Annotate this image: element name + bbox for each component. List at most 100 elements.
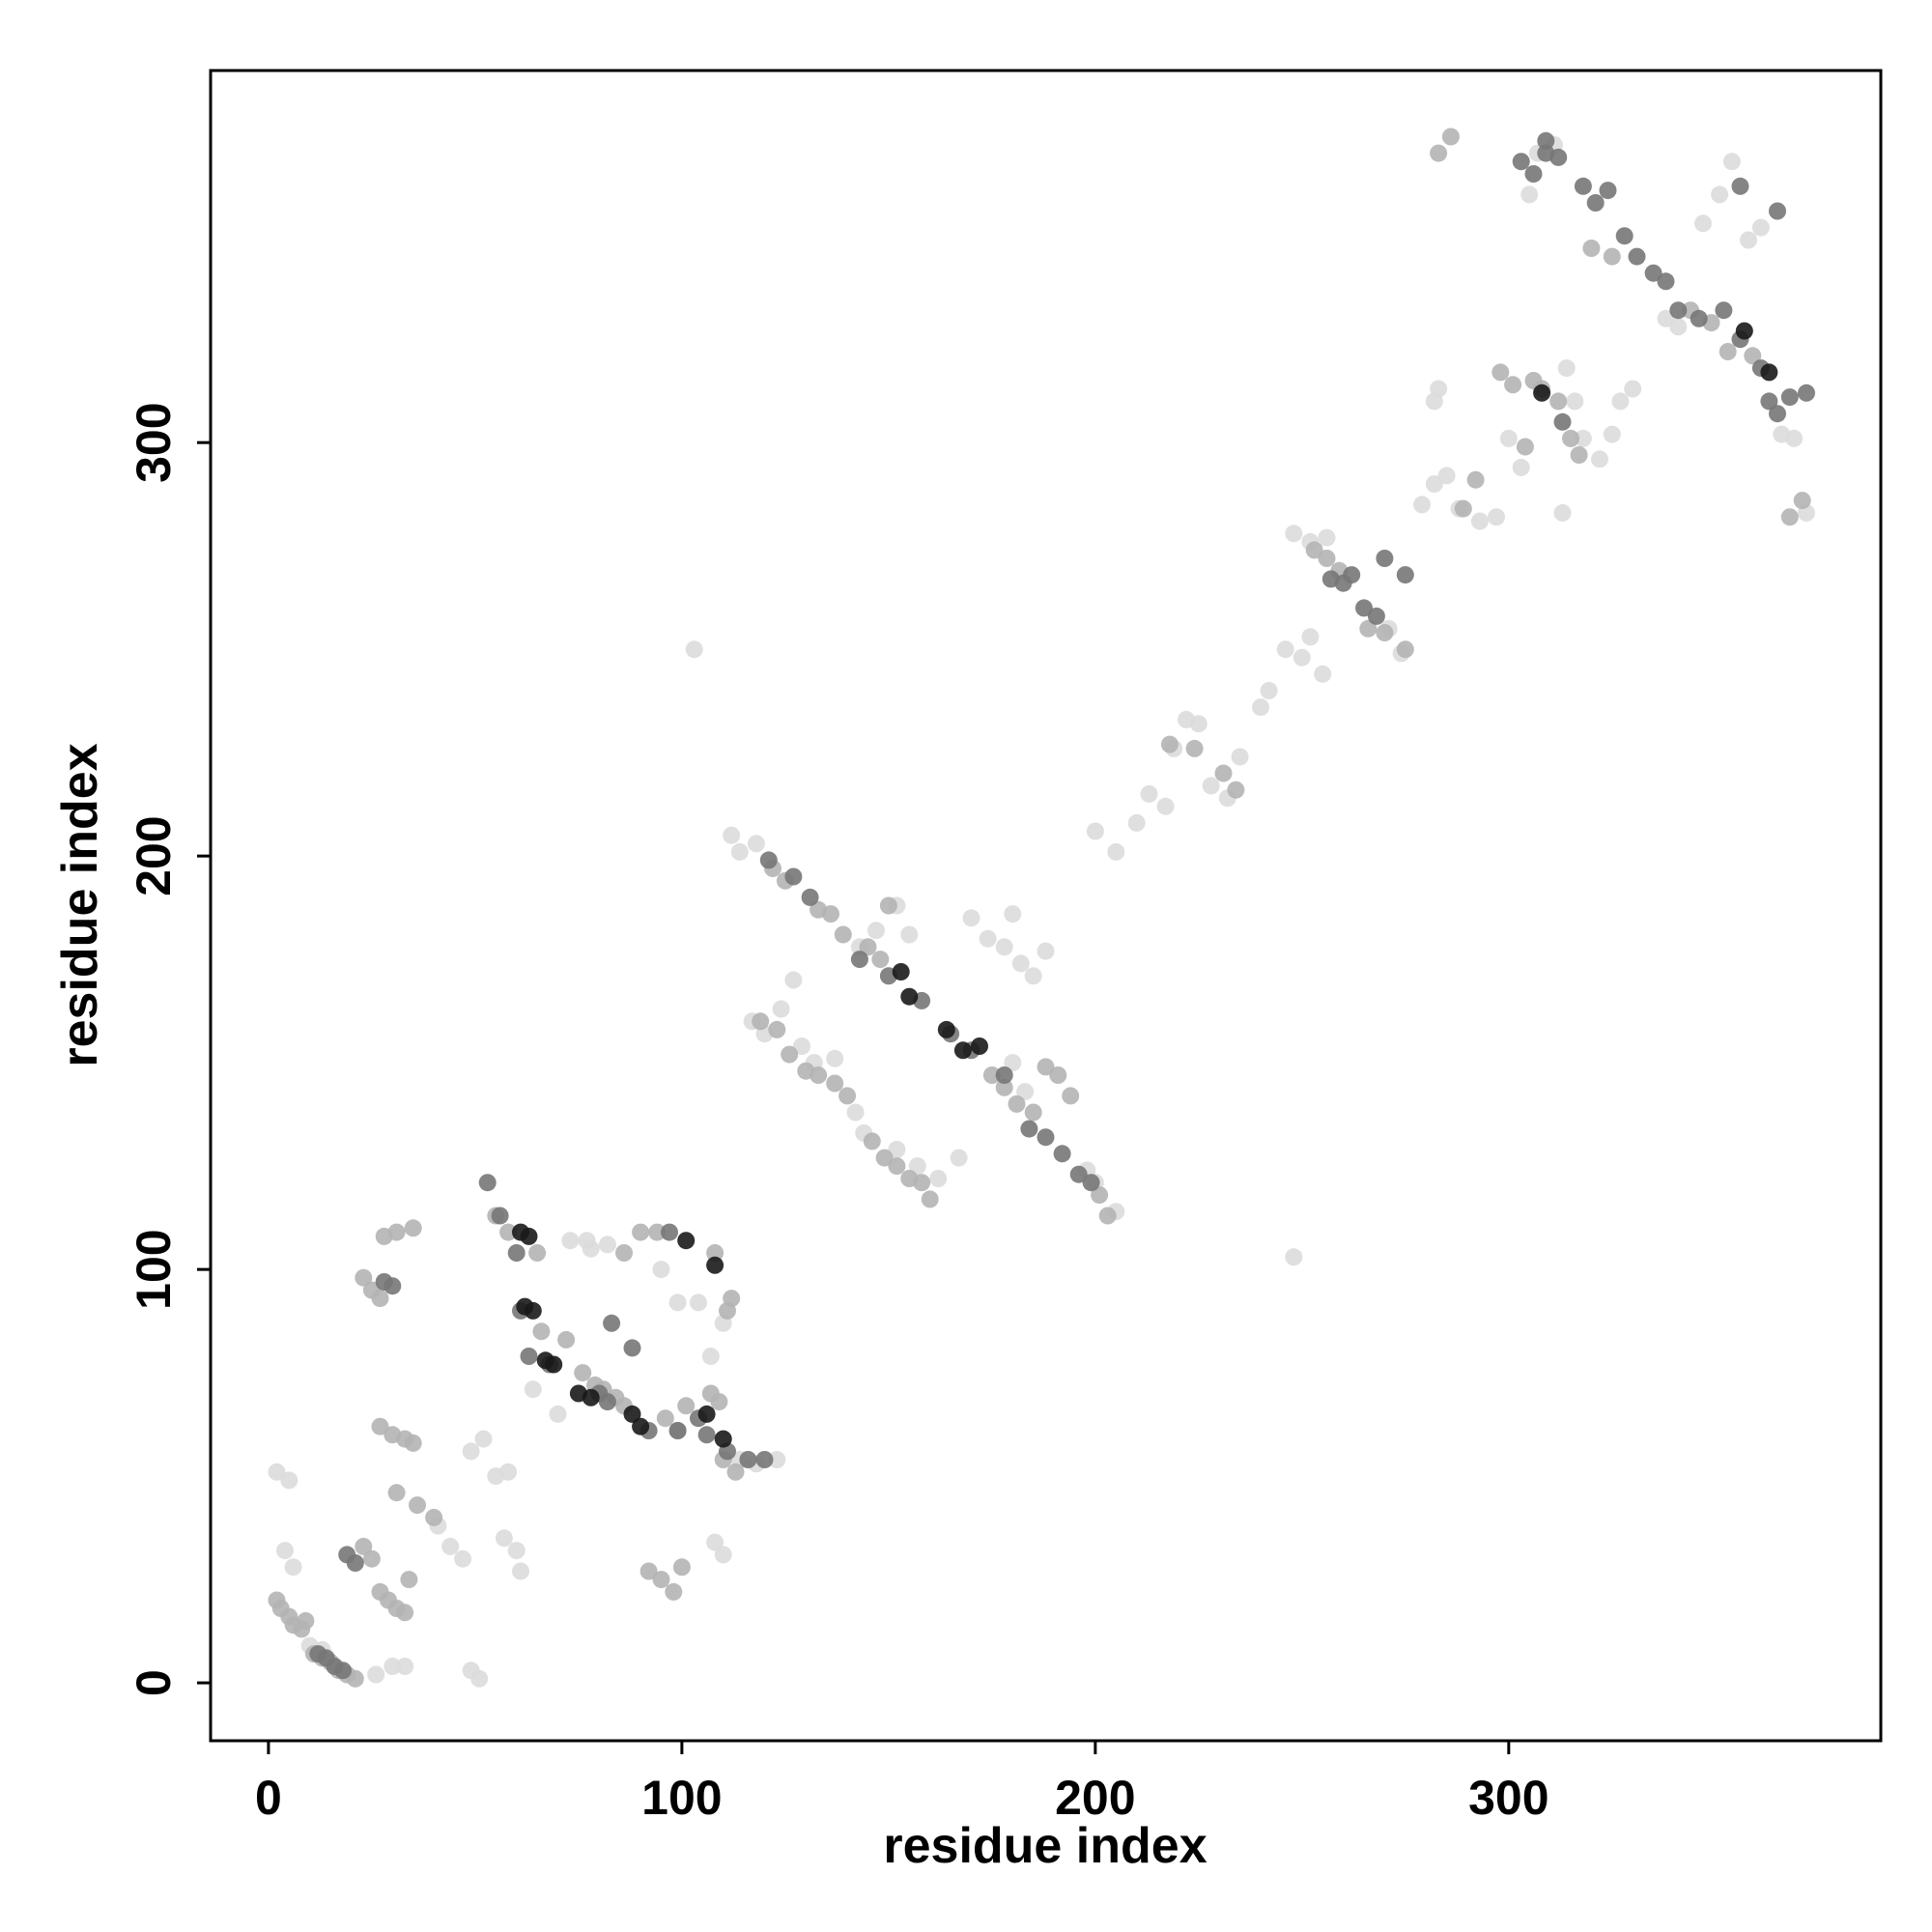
data-point [478, 1174, 497, 1192]
data-point [784, 971, 803, 989]
data-point [371, 1290, 389, 1308]
data-point [892, 963, 910, 980]
data-point [454, 1549, 472, 1568]
data-point [520, 1227, 538, 1245]
data-point [1227, 781, 1245, 799]
x-tick-label: 300 [1468, 1771, 1548, 1825]
data-point [1492, 363, 1510, 382]
data-point [1396, 566, 1414, 584]
data-point [1082, 1174, 1100, 1192]
data-point [1785, 429, 1804, 447]
data-point [355, 1268, 373, 1287]
data-point [520, 1348, 538, 1365]
data-point [1396, 640, 1414, 659]
data-point [623, 1405, 641, 1423]
data-point [1441, 128, 1460, 146]
data-point [921, 1190, 939, 1208]
data-point [499, 1223, 518, 1241]
data-point [1037, 942, 1055, 960]
data-point [859, 938, 877, 956]
data-point [1430, 144, 1448, 162]
data-point [661, 1223, 678, 1241]
data-point [1318, 550, 1336, 567]
data-point [1557, 359, 1576, 378]
data-point [719, 1301, 736, 1320]
data-point [404, 1219, 422, 1237]
data-point [950, 1149, 968, 1167]
data-point [1624, 380, 1642, 398]
data-point [387, 1484, 406, 1502]
data-point [871, 951, 890, 969]
data-point [474, 1430, 493, 1448]
data-point [1214, 764, 1233, 782]
data-point [1343, 566, 1361, 584]
data-point [1694, 214, 1712, 233]
data-point [1574, 429, 1592, 447]
data-point [387, 1223, 406, 1241]
data-point [532, 1322, 551, 1341]
data-point [495, 1529, 513, 1548]
data-point [913, 1174, 931, 1192]
data-point [1715, 301, 1733, 320]
data-point [1037, 1128, 1055, 1147]
data-point [284, 1558, 302, 1577]
data-point [441, 1537, 460, 1555]
data-point [1574, 177, 1592, 195]
y-tick-label: 200 [127, 815, 181, 895]
data-point [822, 905, 839, 923]
data-point [784, 867, 803, 886]
data-point [1780, 508, 1799, 526]
data-point [524, 1301, 542, 1320]
data-point [1413, 496, 1431, 514]
data-point [1020, 1120, 1038, 1138]
data-point [979, 929, 997, 948]
data-point [615, 1244, 633, 1262]
data-point [1293, 648, 1311, 667]
data-point [1004, 905, 1022, 923]
data-point [810, 1066, 828, 1084]
data-point [1615, 227, 1634, 245]
data-point [1740, 231, 1757, 249]
data-point [755, 1451, 774, 1468]
data-point [1016, 1083, 1035, 1101]
data-point [697, 1405, 716, 1423]
data-point [1069, 1165, 1088, 1183]
data-point [582, 1239, 600, 1258]
data-point [1657, 309, 1675, 327]
data-point [1024, 967, 1042, 985]
data-point [1644, 264, 1662, 282]
data-point [507, 1244, 526, 1262]
data-point [512, 1562, 529, 1580]
x-axis-title: residue index [883, 1818, 1207, 1874]
data-point [1735, 322, 1753, 340]
data-point [404, 1434, 422, 1452]
data-point [1276, 640, 1294, 659]
data-point [1285, 525, 1303, 543]
data-point [1512, 153, 1530, 171]
x-tick-label: 0 [255, 1771, 282, 1825]
data-point [462, 1442, 480, 1461]
data-point [879, 896, 897, 915]
data-point [714, 1430, 732, 1448]
data-point [561, 1232, 580, 1250]
data-point [971, 1037, 988, 1055]
data-point [1751, 218, 1770, 237]
data-point [1053, 1145, 1071, 1163]
data-point [677, 1397, 696, 1415]
data-point [1769, 405, 1786, 423]
data-point [962, 909, 980, 927]
plot-frame [209, 69, 1883, 1743]
data-point [528, 1244, 547, 1262]
data-point [1049, 1066, 1067, 1084]
data-point [1470, 512, 1489, 530]
data-point [276, 1542, 294, 1560]
data-point [1454, 499, 1472, 518]
data-point [706, 1256, 724, 1274]
data-point [1570, 446, 1588, 464]
data-point [1657, 272, 1675, 291]
data-point [665, 1582, 683, 1601]
x-axis: 0 100 200 300 [255, 1741, 1549, 1825]
data-point [768, 1020, 786, 1038]
data-point [1488, 508, 1505, 526]
